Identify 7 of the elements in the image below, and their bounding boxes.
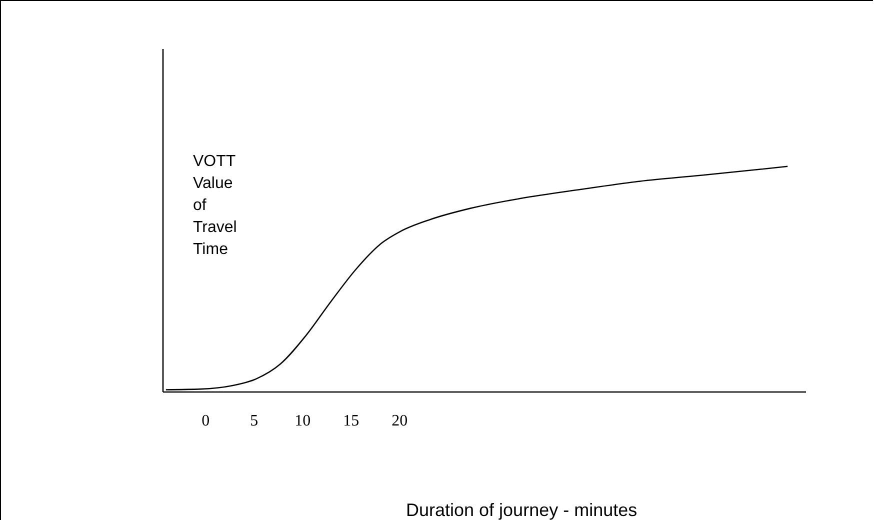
x-tick-label: 5 — [250, 412, 258, 430]
y-axis-title: VOTT Value of Travel Time — [193, 152, 237, 260]
x-axis-title: Duration of journey - minutes — [406, 500, 638, 521]
x-tick-label: 20 — [392, 412, 408, 430]
x-tick-label: 15 — [343, 412, 360, 430]
x-tick-label: 10 — [294, 412, 311, 430]
x-tick-label: 0 — [202, 412, 210, 430]
